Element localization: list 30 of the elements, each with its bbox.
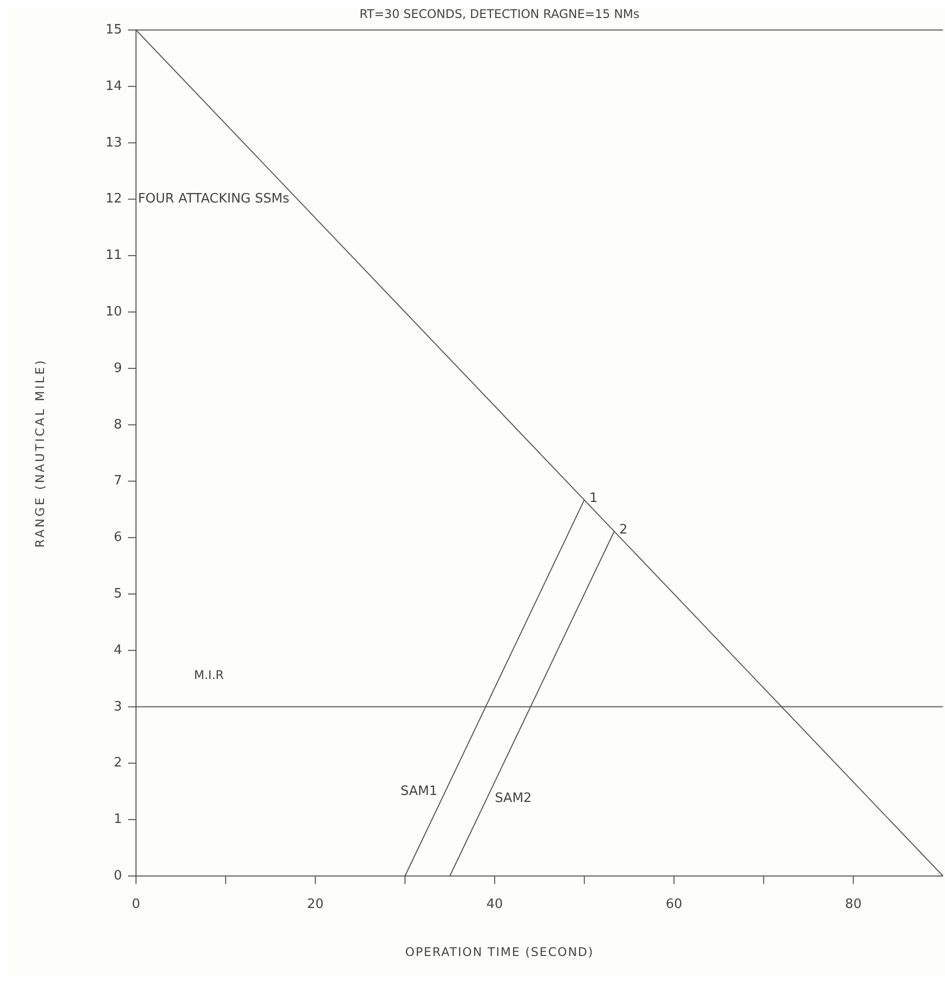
y-tick-label: 7	[114, 474, 122, 489]
y-tick-label: 6	[114, 530, 122, 546]
y-tick-label: 14	[105, 78, 122, 94]
y-tick-label: 2	[114, 756, 122, 771]
series-label: SAM1	[400, 784, 438, 799]
y-tick-label: 5	[114, 586, 122, 602]
annotation: 1	[589, 490, 598, 506]
y-tick-label: 11	[105, 248, 122, 264]
y-tick-label: 8	[114, 417, 122, 432]
series-label: SAM2	[494, 791, 532, 806]
x-tick-label: 20	[307, 897, 324, 912]
annotation: 2	[619, 522, 628, 538]
series-label: FOUR ATTACKING SSMs	[138, 192, 290, 207]
x-tick-label: 80	[845, 897, 862, 912]
y-tick-label: 12	[105, 192, 122, 207]
y-tick-label: 1	[114, 812, 122, 828]
y-tick-label: 13	[105, 135, 122, 150]
y-tick-label: 10	[105, 304, 122, 320]
y-tick-label: 9	[114, 360, 122, 376]
x-tick-label: 40	[486, 897, 503, 912]
y-tick-label: 15	[105, 22, 122, 38]
x-tick-label: 0	[132, 897, 140, 912]
y-tick-label: 0	[114, 868, 122, 884]
x-axis-title: OPERATION TIME (SECOND)	[405, 945, 594, 959]
y-tick-label: 4	[114, 642, 122, 658]
chart-title: RT=30 SECONDS, DETECTION RAGNE=15 NMs	[359, 7, 640, 21]
y-axis-title: RANGE (NAUTICAL MILE)	[33, 358, 47, 548]
ref-line-label: M.I.R	[194, 668, 224, 682]
y-tick-label: 3	[114, 699, 122, 714]
x-tick-label: 60	[666, 897, 682, 912]
